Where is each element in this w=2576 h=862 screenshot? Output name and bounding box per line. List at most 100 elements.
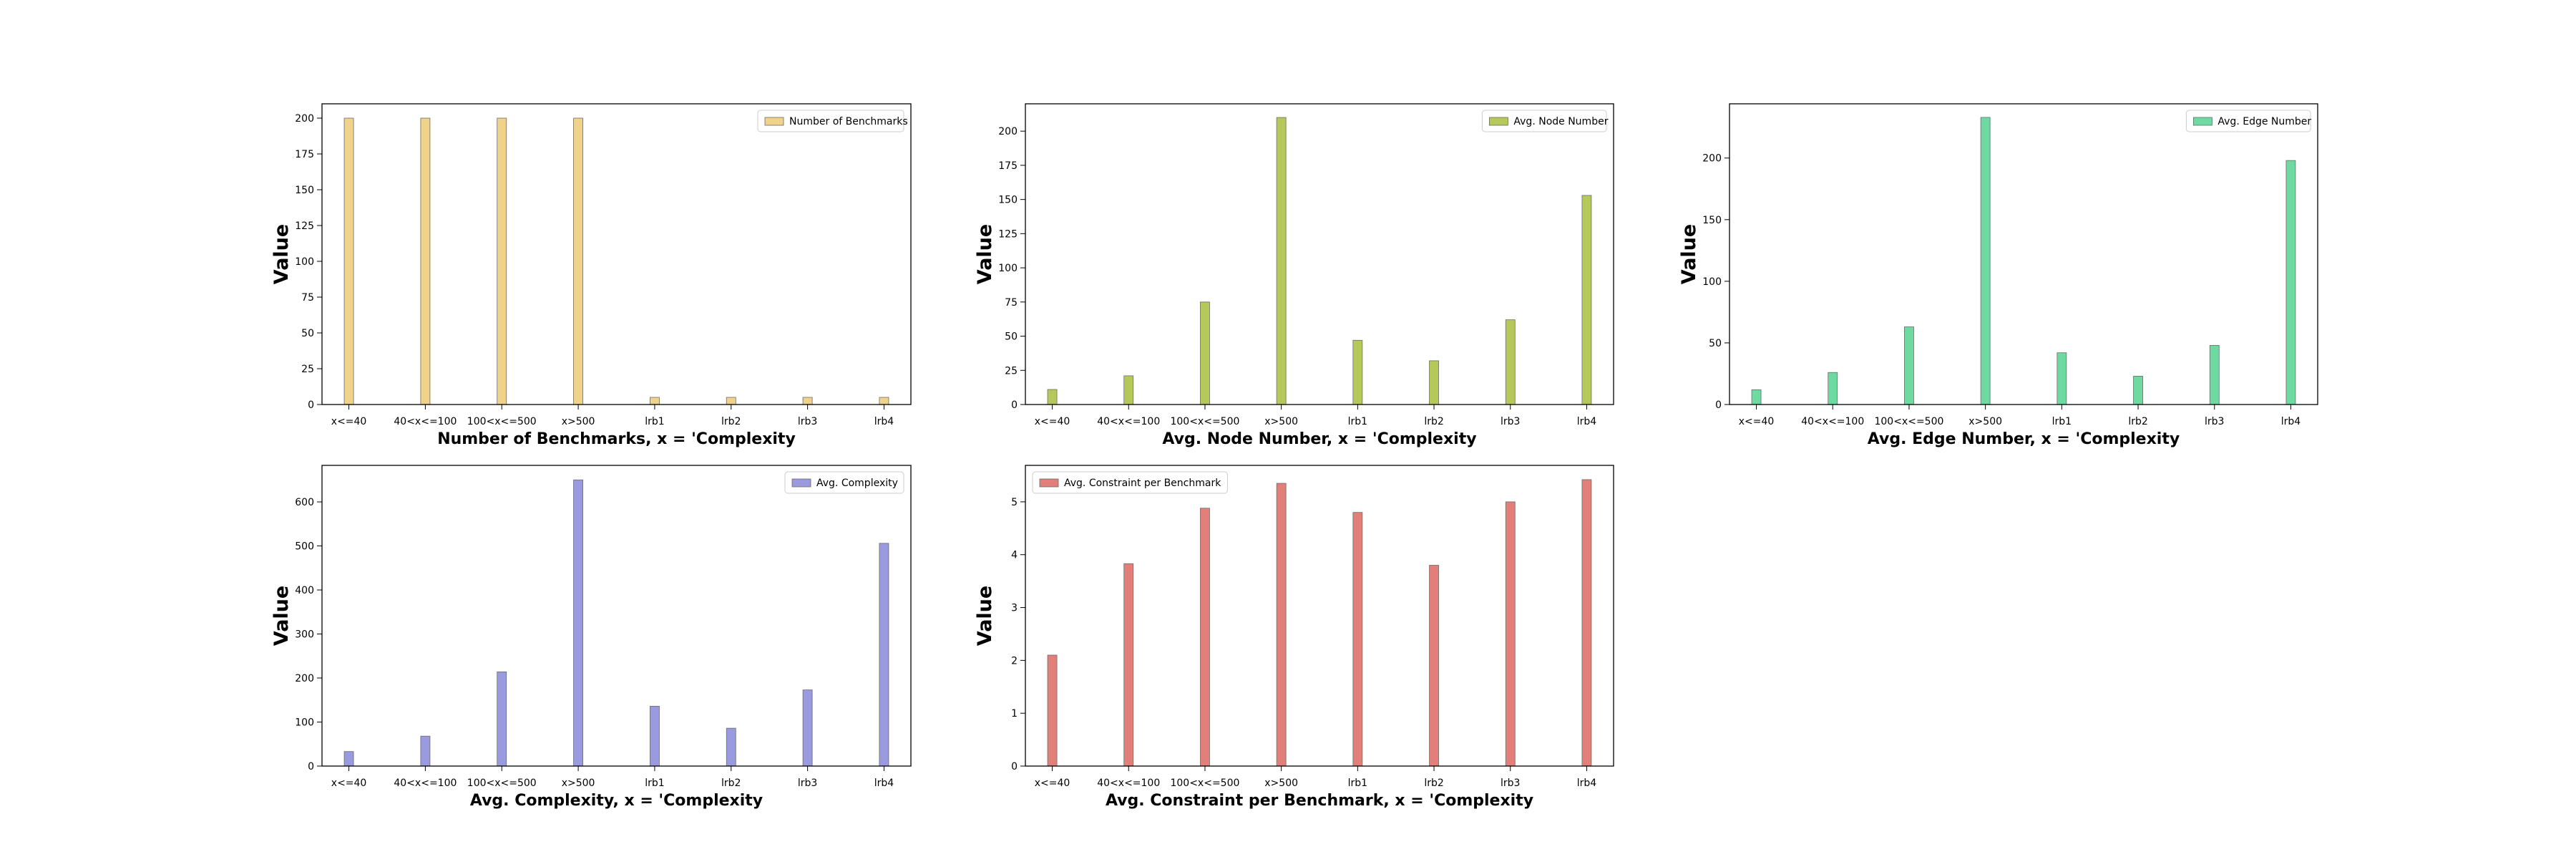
legend-swatch xyxy=(791,478,811,488)
x-tick-label: lrb3 xyxy=(1501,778,1520,789)
bar-1-lrb3 xyxy=(802,397,813,405)
x-tick-label: 40<x<=100 xyxy=(394,416,457,427)
legend-label: Avg. Node Number xyxy=(1513,116,1608,127)
bar-3-lrb1 xyxy=(2057,352,2067,405)
x-axis-label: Avg. Edge Number, x = 'Complexity xyxy=(1868,430,2180,448)
bar-2-lrb4 xyxy=(1581,195,1592,405)
y-axis-label: Value xyxy=(974,224,996,284)
y-tick-label: 5 xyxy=(1011,497,1018,508)
y-tick-label: 200 xyxy=(295,113,314,125)
bar-1-lrb1 xyxy=(650,397,660,405)
x-tick-label: lrb3 xyxy=(1501,416,1520,427)
bar-4-lrb4 xyxy=(879,543,889,767)
x-tick-label: lrb1 xyxy=(1348,416,1367,427)
y-tick-label: 125 xyxy=(998,228,1018,240)
bar-4-lrb3 xyxy=(802,689,813,767)
y-tick-label: 200 xyxy=(1702,153,1722,165)
x-tick-label: lrb2 xyxy=(721,416,741,427)
y-tick-label: 125 xyxy=(295,221,314,232)
bar-3-x>500 xyxy=(1980,117,1991,405)
x-tick-label: lrb2 xyxy=(1424,416,1443,427)
y-axis-label: Value xyxy=(1678,224,1700,284)
x-tick-label: 40<x<=100 xyxy=(1801,416,1864,427)
y-tick-label: 0 xyxy=(1715,399,1722,411)
x-tick-label: lrb1 xyxy=(645,416,664,427)
y-tick-label: 600 xyxy=(295,497,314,508)
legend-swatch xyxy=(1039,478,1059,488)
x-axis-label: Avg. Complexity, x = 'Complexity xyxy=(470,792,763,810)
x-tick-label: x<=40 xyxy=(1035,416,1070,427)
x-tick-label: lrb1 xyxy=(2052,416,2072,427)
legend-swatch xyxy=(2192,117,2212,126)
x-tick-label: x<=40 xyxy=(331,416,367,427)
bar-3-100<x<=500 xyxy=(1904,326,1914,405)
x-tick-label: x>500 xyxy=(562,778,595,789)
y-tick-label: 175 xyxy=(295,149,314,160)
axes-frame xyxy=(1025,465,1614,767)
y-tick-label: 50 xyxy=(1005,331,1018,343)
bar-2-40<x<=100 xyxy=(1123,375,1134,405)
legend-label: Avg. Complexity xyxy=(816,478,898,489)
x-axis-label: Number of Benchmarks, x = 'Complexity xyxy=(437,430,796,448)
bar-1-100<x<=500 xyxy=(497,117,507,405)
legend-label: Avg. Edge Number xyxy=(2218,116,2311,127)
x-tick-label: lrb3 xyxy=(2205,416,2224,427)
bar-4-lrb1 xyxy=(650,705,660,767)
legend: Avg. Edge Number xyxy=(2185,110,2311,132)
x-tick-label: 100<x<=500 xyxy=(467,416,537,427)
y-axis-label: Value xyxy=(270,586,293,646)
bar-2-x>500 xyxy=(1276,117,1287,405)
bar-1-lrb4 xyxy=(879,397,889,405)
x-tick-label: x<=40 xyxy=(1739,416,1775,427)
x-tick-label: 40<x<=100 xyxy=(1097,778,1160,789)
y-tick-label: 150 xyxy=(1702,215,1722,226)
y-tick-label: 300 xyxy=(295,629,314,641)
bar-5-lrb2 xyxy=(1429,565,1439,767)
bar-2-x<=40 xyxy=(1047,389,1058,405)
y-tick-label: 100 xyxy=(998,263,1018,274)
y-tick-label: 0 xyxy=(1011,761,1018,773)
legend-swatch xyxy=(764,117,784,126)
y-tick-label: 0 xyxy=(308,761,314,773)
y-tick-label: 4 xyxy=(1011,550,1018,561)
bar-4-40<x<=100 xyxy=(420,735,431,767)
axes-frame xyxy=(321,465,912,767)
legend-label: Number of Benchmarks xyxy=(789,116,908,127)
bar-3-lrb3 xyxy=(2209,344,2220,405)
x-tick-label: 100<x<=500 xyxy=(1874,416,1943,427)
bar-4-x<=40 xyxy=(343,751,354,767)
x-tick-label: lrb4 xyxy=(1577,416,1597,427)
y-tick-label: 0 xyxy=(308,399,314,411)
bar-3-40<x<=100 xyxy=(1828,372,1838,405)
legend-box xyxy=(1481,110,1607,132)
y-tick-label: 100 xyxy=(295,717,314,729)
legend: Number of Benchmarks xyxy=(757,110,908,132)
axes-frame xyxy=(1729,103,2318,405)
bar-5-100<x<=500 xyxy=(1200,508,1210,767)
bar-1-40<x<=100 xyxy=(420,117,431,405)
x-tick-label: x>500 xyxy=(562,416,595,427)
y-tick-label: 3 xyxy=(1011,603,1018,614)
y-tick-label: 75 xyxy=(1005,297,1018,309)
x-tick-label: x>500 xyxy=(1264,416,1298,427)
bar-4-lrb2 xyxy=(726,727,736,767)
bar-2-100<x<=500 xyxy=(1200,301,1210,405)
x-tick-label: lrb4 xyxy=(874,416,894,427)
legend-label: Avg. Constraint per Benchmark xyxy=(1064,478,1221,489)
x-tick-label: lrb3 xyxy=(798,416,817,427)
x-tick-label: 100<x<=500 xyxy=(1170,416,1239,427)
y-tick-label: 100 xyxy=(1702,276,1722,288)
x-tick-label: lrb1 xyxy=(1348,778,1367,789)
x-tick-label: x<=40 xyxy=(331,778,367,789)
y-tick-label: 400 xyxy=(295,585,314,596)
bar-2-lrb3 xyxy=(1505,319,1516,405)
y-tick-label: 0 xyxy=(1011,399,1018,411)
bar-1-x<=40 xyxy=(343,117,354,405)
bar-1-x>500 xyxy=(573,117,583,405)
y-tick-label: 175 xyxy=(998,160,1018,172)
y-tick-label: 25 xyxy=(301,364,314,375)
x-tick-label: 100<x<=500 xyxy=(467,778,537,789)
y-tick-label: 50 xyxy=(301,328,314,339)
x-tick-label: x>500 xyxy=(1968,416,2002,427)
